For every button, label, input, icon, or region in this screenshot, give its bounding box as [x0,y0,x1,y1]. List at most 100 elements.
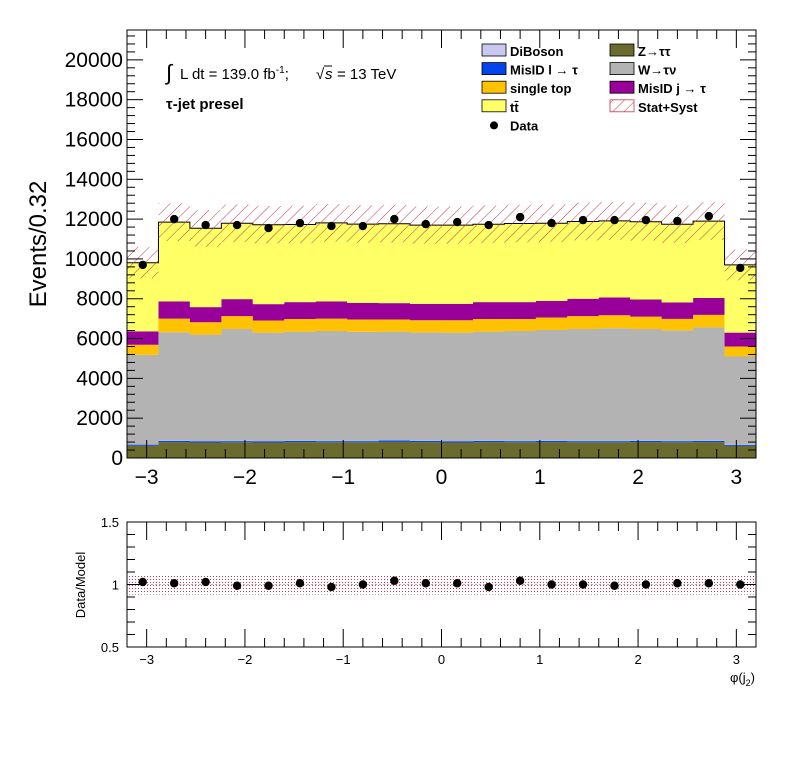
x-tick-label: −3 [139,652,154,667]
main-x-axis: −3 −2 −1 0 1 2 3 [126,30,757,489]
stack-layer-1 [127,440,756,446]
data-point [673,216,682,226]
x-tick-label: −1 [331,466,355,489]
x-tick-label: 3 [733,652,740,667]
main-y-axis: 0 2000 4000 6000 8000 10000 12000 14000 16000 180… [65,35,756,470]
legend-label: MisID l → τ [510,63,578,78]
y-tick-label: 4000 [76,367,123,390]
legend-swatch-band [609,99,635,113]
legend-swatch [609,43,635,57]
data-point [547,218,556,228]
legend: DiBoson MisID l → τ single top tt̄ Data Z→ττ W… [481,43,706,133]
energy-text: = 13 TeV [337,66,396,83]
legend-swatch [481,62,507,75]
data-point [704,211,714,221]
x-tick-label: −2 [233,466,257,489]
ratio-point [421,579,430,588]
ratio-point [578,580,588,589]
y-tick-label: 6000 [76,328,123,351]
data-point [578,215,588,225]
stack-layer-5 [127,297,756,347]
legend-swatch [481,43,507,57]
ratio-point [295,579,305,588]
data-point [610,215,619,225]
stack-layer-6 [127,220,756,333]
legend-swatch [609,80,635,94]
data-point [358,221,368,231]
y-tick-label: 2000 [76,407,123,430]
y-tick-label: 16000 [65,128,123,151]
x-tick-label: −1 [336,652,351,667]
ratio-x-axis: −3 −2 −1 0 1 2 3 [126,522,757,667]
energy-symbol: s [325,66,333,83]
legend-label: single top [510,81,571,96]
ratio-point [169,579,179,588]
legend-swatch [609,62,635,75]
data-point [264,223,273,233]
band-bin [378,204,411,243]
region-label: τ-jet presel [166,96,244,113]
ratio-y-tick-label: 1.5 [101,515,119,530]
x-tick-label: 3 [731,466,743,489]
ratio-uncertainty-band [127,574,756,595]
band-bin [504,204,536,243]
x-tick-label: 1 [536,652,543,667]
x-tick-label: 2 [632,466,644,489]
ratio-points [138,576,745,592]
ratio-point [453,579,462,588]
ratio-y-tick-label: 1 [112,578,119,593]
lumi-text: L dt = 139.0 fb-1; [180,65,289,83]
data-point [390,214,399,224]
data-point [515,212,525,222]
ratio-y-axis: 0.5 1 1.5 [101,515,756,655]
x-tick-label: 1 [534,466,546,489]
x-tick-label: 2 [634,652,641,667]
data-point [327,221,336,231]
ratio-y-tick-label: 0.5 [101,640,119,655]
ratio-point [610,581,619,590]
main-y-axis-label: Events/0.32 [25,181,52,308]
data-point [641,215,651,225]
legend-label: Data [510,118,539,133]
ratio-band-fill [127,574,756,595]
stack-layer-3 [127,327,756,445]
data-point [421,219,430,229]
legend-swatch [481,80,507,94]
ratio-point [358,580,368,589]
legend-label: W→τν [638,63,676,78]
y-tick-label: 20000 [65,49,123,72]
y-tick-label: 14000 [65,168,123,191]
legend-swatch [481,99,507,113]
x-tick-label: −2 [238,652,253,667]
data-points [138,211,745,273]
integral-symbol: ∫ [164,60,174,85]
x-tick-label: −3 [135,466,159,489]
ratio-x-axis-label: φ(j2) [730,670,755,688]
data-point [138,260,147,270]
ratio-point [390,576,399,585]
ratio-point [327,582,336,592]
ratio-point [673,579,682,588]
data-point [201,220,210,230]
ratio-point [232,581,242,590]
data-point [736,263,745,273]
ratio-y-axis-label: Data/Model [73,552,88,619]
stack-layer-4 [127,314,756,357]
legend-label: Stat+Syst [638,100,698,115]
legend-label: MisID j → τ [638,81,706,96]
sqrt-symbol: √ [316,66,325,83]
data-point [169,214,179,224]
ratio-point [201,577,210,587]
ratio-point [264,581,273,590]
ratio-point [641,580,651,589]
data-point [453,217,462,227]
y-tick-label: 10000 [65,248,123,271]
ratio-point [484,582,493,592]
y-tick-label: 0 [111,447,123,470]
band-bin [693,202,725,241]
y-tick-label: 18000 [65,89,123,112]
x-tick-label: 0 [436,466,448,489]
ratio-point [547,580,556,589]
x-tick-label: 0 [438,652,445,667]
ratio-point [704,579,714,588]
